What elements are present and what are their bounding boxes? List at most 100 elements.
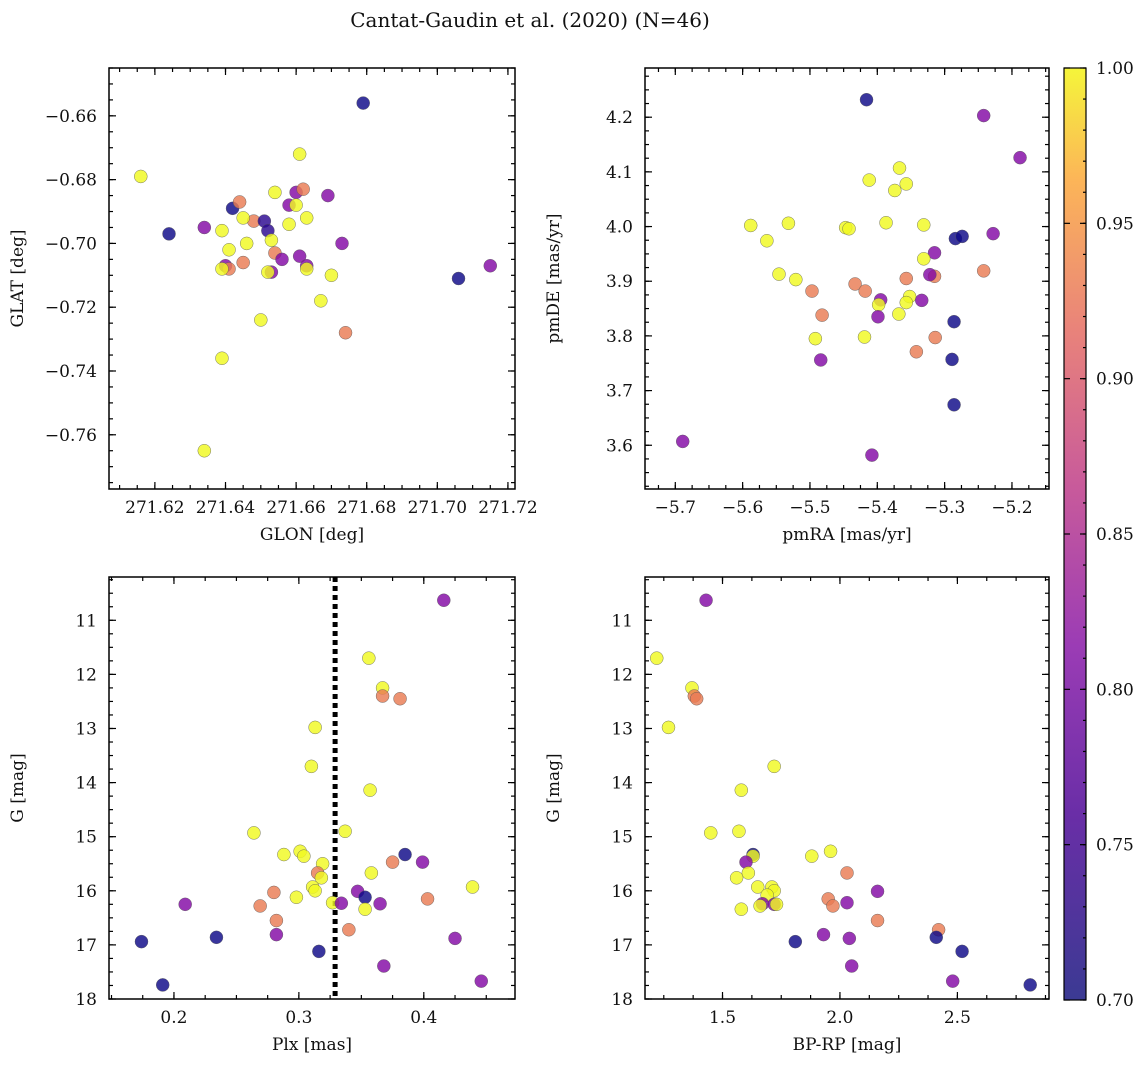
data-point [976, 264, 991, 278]
data-point [197, 220, 212, 235]
data-point [1023, 978, 1037, 992]
x-tick-label: −5.5 [789, 498, 830, 518]
data-point [282, 217, 296, 231]
data-point [808, 331, 823, 346]
y-tick-label: 11 [611, 611, 633, 631]
data-point [986, 226, 1000, 241]
data-point [899, 271, 913, 286]
data-point [415, 855, 430, 869]
data-point [862, 173, 876, 187]
y-tick-label: −0.68 [45, 171, 97, 191]
plot-area [676, 93, 1027, 462]
data-point [892, 307, 906, 321]
y-tick-label: 18 [611, 990, 633, 1010]
data-point [729, 871, 744, 885]
data-point [844, 959, 859, 973]
x-tick-label: −5.6 [722, 498, 763, 518]
data-point [848, 277, 862, 291]
data-point [734, 783, 749, 797]
data-point [955, 229, 969, 244]
x-tick-label: 1.5 [709, 1008, 736, 1028]
data-point [465, 880, 480, 894]
y-tick-label: −0.76 [45, 426, 97, 446]
data-point [732, 824, 746, 838]
data-point [814, 353, 828, 367]
data-point [842, 931, 857, 946]
data-point [917, 218, 931, 232]
y-tick-label: 14 [611, 774, 633, 794]
data-point [899, 177, 913, 191]
y-tick-label: 13 [611, 719, 633, 739]
y-tick-label: 17 [611, 936, 633, 956]
colorbar: 0.70 0.75 0.80 0.85 0.90 0.95 1.00 [1063, 59, 1134, 1011]
data-point [744, 218, 758, 233]
data-point [209, 930, 224, 945]
data-point [267, 885, 281, 900]
data-point [842, 222, 856, 236]
data-point [704, 826, 718, 840]
x-tick-label: 0.4 [410, 1008, 437, 1028]
data-point [734, 902, 749, 916]
y-tick-label: −0.70 [45, 234, 97, 254]
colorbar-tick-label: 0.70 [1096, 991, 1134, 1011]
data-point [377, 959, 391, 973]
y-tick-label: 15 [75, 828, 97, 848]
data-point [253, 899, 267, 913]
data-point [358, 902, 372, 916]
data-point [314, 871, 329, 885]
data-point [321, 188, 335, 203]
data-point [222, 243, 236, 257]
x-axis-label: pmRA [mas/yr] [782, 525, 911, 545]
y-tick-label: 13 [75, 719, 97, 739]
data-point [767, 759, 781, 774]
data-point [304, 759, 319, 774]
colorbar-tick-label: 0.85 [1096, 525, 1134, 545]
data-point [699, 593, 713, 607]
x-tick-label: 271.70 [408, 498, 467, 518]
y-tick-label: 3.7 [606, 382, 633, 402]
data-point [338, 824, 352, 838]
y-tick-label: 17 [75, 936, 97, 956]
data-point [927, 246, 942, 260]
data-point [215, 262, 229, 276]
data-point [385, 855, 400, 869]
data-point [375, 689, 390, 703]
data-point [362, 651, 376, 665]
data-point [929, 930, 943, 945]
data-point [888, 183, 902, 198]
y-tick-label: 4.1 [606, 163, 633, 183]
data-point [269, 913, 284, 928]
data-point [239, 236, 254, 251]
data-point [815, 308, 829, 322]
y-tick-label: 4.2 [606, 108, 633, 128]
colorbar-tick-label: 0.80 [1096, 680, 1134, 700]
y-tick-label: 4.0 [606, 218, 633, 238]
data-point [857, 330, 872, 344]
data-point [945, 974, 960, 988]
panel-proper-motion: −5.7 −5.6 −5.5 −5.4 −5.3 −5.2 3.6 3.7 3.8 3.9 4.0 4… [544, 67, 1050, 545]
y-tick-label: 15 [611, 828, 633, 848]
data-point [789, 272, 803, 287]
data-point [915, 293, 929, 308]
data-point [342, 923, 356, 937]
data-point [356, 96, 370, 110]
data-point [269, 927, 284, 942]
data-point [928, 330, 942, 345]
y-tick-label: −0.74 [45, 362, 97, 382]
data-point [689, 692, 704, 706]
axes-frame [644, 576, 1050, 1000]
data-point [858, 284, 872, 298]
data-point [676, 434, 690, 449]
data-point [870, 884, 885, 899]
data-point [236, 255, 250, 270]
data-point [308, 720, 322, 735]
data-point [232, 195, 247, 209]
data-point [805, 284, 819, 298]
x-tick-label: 271.62 [125, 498, 184, 518]
y-axis-label: G [mag] [8, 753, 28, 822]
data-point [373, 897, 387, 911]
colorbar-tick-label: 1.00 [1096, 59, 1134, 79]
data-point [753, 899, 767, 913]
y-tick-label: −0.66 [45, 107, 97, 127]
